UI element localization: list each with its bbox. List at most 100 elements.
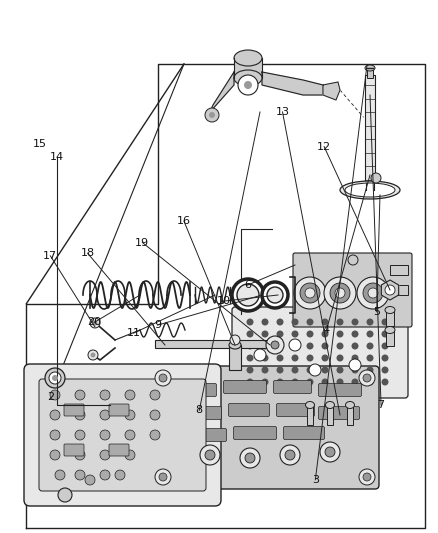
Circle shape bbox=[261, 319, 268, 326]
Circle shape bbox=[125, 450, 135, 460]
Circle shape bbox=[336, 330, 343, 337]
Circle shape bbox=[262, 282, 288, 308]
Circle shape bbox=[261, 343, 268, 350]
FancyBboxPatch shape bbox=[318, 407, 360, 419]
Circle shape bbox=[307, 378, 314, 385]
FancyBboxPatch shape bbox=[109, 444, 129, 456]
Circle shape bbox=[261, 367, 268, 374]
Circle shape bbox=[200, 445, 220, 465]
Circle shape bbox=[276, 367, 283, 374]
Circle shape bbox=[381, 354, 389, 361]
Circle shape bbox=[367, 378, 374, 385]
Circle shape bbox=[363, 283, 383, 303]
Bar bbox=[229, 345, 241, 370]
Circle shape bbox=[55, 470, 65, 480]
Circle shape bbox=[75, 430, 85, 440]
Circle shape bbox=[50, 410, 60, 420]
Text: 14: 14 bbox=[50, 152, 64, 162]
Circle shape bbox=[254, 349, 266, 361]
Circle shape bbox=[205, 108, 219, 122]
Circle shape bbox=[261, 354, 268, 361]
Bar bbox=[390, 285, 408, 295]
Circle shape bbox=[307, 367, 314, 374]
Circle shape bbox=[309, 364, 321, 376]
Circle shape bbox=[58, 488, 72, 502]
Text: 9: 9 bbox=[154, 320, 161, 330]
Circle shape bbox=[52, 375, 58, 381]
Circle shape bbox=[261, 330, 268, 337]
Ellipse shape bbox=[340, 181, 400, 199]
Circle shape bbox=[352, 354, 358, 361]
Circle shape bbox=[92, 320, 98, 326]
Circle shape bbox=[385, 285, 395, 295]
Circle shape bbox=[300, 283, 320, 303]
Circle shape bbox=[75, 390, 85, 400]
Circle shape bbox=[336, 343, 343, 350]
Circle shape bbox=[292, 378, 299, 385]
Bar bbox=[234, 58, 262, 78]
Circle shape bbox=[150, 430, 160, 440]
Circle shape bbox=[325, 447, 335, 457]
Circle shape bbox=[292, 367, 299, 374]
Circle shape bbox=[336, 319, 343, 326]
Circle shape bbox=[381, 319, 389, 326]
Circle shape bbox=[155, 370, 171, 386]
Text: 3: 3 bbox=[312, 475, 319, 484]
Circle shape bbox=[45, 368, 65, 388]
Circle shape bbox=[100, 470, 110, 480]
Circle shape bbox=[336, 378, 343, 385]
Circle shape bbox=[125, 390, 135, 400]
Circle shape bbox=[292, 330, 299, 337]
Circle shape bbox=[205, 450, 215, 460]
Circle shape bbox=[247, 319, 254, 326]
FancyBboxPatch shape bbox=[223, 381, 266, 393]
Circle shape bbox=[125, 430, 135, 440]
Circle shape bbox=[125, 410, 135, 420]
Circle shape bbox=[307, 354, 314, 361]
Circle shape bbox=[320, 442, 340, 462]
Circle shape bbox=[247, 343, 254, 350]
Circle shape bbox=[247, 330, 254, 337]
Text: 8: 8 bbox=[196, 406, 203, 415]
Circle shape bbox=[261, 378, 268, 385]
Text: 5: 5 bbox=[373, 307, 380, 317]
Circle shape bbox=[50, 430, 60, 440]
Circle shape bbox=[367, 330, 374, 337]
FancyBboxPatch shape bbox=[169, 429, 226, 441]
Circle shape bbox=[321, 330, 328, 337]
Circle shape bbox=[50, 450, 60, 460]
Circle shape bbox=[276, 378, 283, 385]
Polygon shape bbox=[210, 72, 234, 112]
Circle shape bbox=[115, 470, 125, 480]
Circle shape bbox=[289, 339, 301, 351]
Circle shape bbox=[292, 319, 299, 326]
Ellipse shape bbox=[305, 401, 314, 408]
Circle shape bbox=[352, 378, 358, 385]
Circle shape bbox=[307, 330, 314, 337]
Ellipse shape bbox=[325, 401, 335, 408]
Text: 20: 20 bbox=[87, 318, 101, 327]
Circle shape bbox=[238, 75, 258, 95]
Circle shape bbox=[363, 374, 371, 382]
Text: 13: 13 bbox=[276, 107, 290, 117]
Circle shape bbox=[100, 450, 110, 460]
Bar bbox=[307, 405, 313, 425]
Circle shape bbox=[245, 453, 255, 463]
Circle shape bbox=[336, 367, 343, 374]
Circle shape bbox=[292, 354, 299, 361]
Text: 16: 16 bbox=[177, 216, 191, 226]
Circle shape bbox=[348, 255, 358, 265]
Circle shape bbox=[276, 330, 283, 337]
Ellipse shape bbox=[229, 341, 241, 349]
Text: 6: 6 bbox=[244, 280, 251, 290]
Circle shape bbox=[247, 354, 254, 361]
Circle shape bbox=[159, 374, 167, 382]
FancyBboxPatch shape bbox=[39, 379, 206, 491]
FancyBboxPatch shape bbox=[151, 366, 379, 489]
FancyBboxPatch shape bbox=[109, 404, 129, 416]
Bar bbox=[386, 310, 394, 326]
Circle shape bbox=[232, 279, 264, 311]
Ellipse shape bbox=[345, 183, 395, 197]
Text: 10: 10 bbox=[216, 296, 230, 306]
FancyBboxPatch shape bbox=[24, 364, 221, 506]
